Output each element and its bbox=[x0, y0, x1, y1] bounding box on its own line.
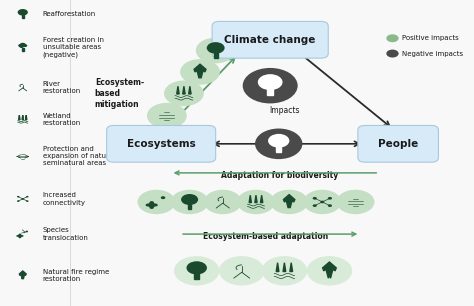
Polygon shape bbox=[26, 115, 27, 120]
Polygon shape bbox=[276, 263, 279, 271]
Circle shape bbox=[180, 59, 220, 85]
Text: Forest creation in
unsuitable areas
(negative): Forest creation in unsuitable areas (neg… bbox=[43, 37, 104, 58]
Circle shape bbox=[23, 44, 27, 47]
Circle shape bbox=[186, 261, 207, 274]
Circle shape bbox=[153, 203, 158, 207]
Circle shape bbox=[19, 45, 24, 48]
Circle shape bbox=[207, 42, 225, 54]
Polygon shape bbox=[177, 86, 179, 94]
Polygon shape bbox=[194, 64, 206, 78]
Circle shape bbox=[196, 38, 236, 63]
Circle shape bbox=[174, 256, 219, 285]
Circle shape bbox=[18, 9, 28, 16]
Polygon shape bbox=[249, 195, 251, 203]
Circle shape bbox=[26, 196, 28, 197]
Text: Increased
connectivity: Increased connectivity bbox=[43, 192, 86, 206]
Text: Reafforestation: Reafforestation bbox=[43, 11, 96, 17]
Circle shape bbox=[320, 201, 324, 203]
Circle shape bbox=[181, 194, 198, 205]
Text: Adaptation for biodiversity: Adaptation for biodiversity bbox=[221, 170, 338, 180]
Polygon shape bbox=[323, 262, 336, 278]
Circle shape bbox=[18, 237, 21, 238]
Polygon shape bbox=[267, 88, 273, 95]
Circle shape bbox=[337, 190, 374, 214]
Polygon shape bbox=[290, 263, 292, 271]
Circle shape bbox=[161, 196, 165, 199]
Text: Protection and
expansion of natural/
seminatural areas: Protection and expansion of natural/ sem… bbox=[43, 146, 117, 166]
Text: People: People bbox=[378, 139, 418, 149]
Text: Wetland
restoration: Wetland restoration bbox=[43, 113, 81, 126]
Circle shape bbox=[26, 231, 28, 232]
Polygon shape bbox=[182, 86, 185, 94]
Polygon shape bbox=[283, 195, 295, 208]
Circle shape bbox=[19, 43, 26, 47]
Circle shape bbox=[307, 256, 352, 285]
Text: Ecosystem-
based
mitigation: Ecosystem- based mitigation bbox=[95, 78, 144, 109]
Circle shape bbox=[148, 203, 155, 207]
Text: Natural fire regime
restoration: Natural fire regime restoration bbox=[43, 269, 109, 282]
Circle shape bbox=[171, 190, 209, 214]
Text: Positive impacts: Positive impacts bbox=[402, 35, 459, 41]
Circle shape bbox=[21, 198, 24, 200]
Polygon shape bbox=[194, 273, 199, 279]
Text: Impacts: Impacts bbox=[269, 106, 300, 115]
Circle shape bbox=[146, 203, 150, 207]
Text: Species
translocation: Species translocation bbox=[43, 227, 89, 241]
Circle shape bbox=[268, 134, 289, 147]
Circle shape bbox=[262, 256, 307, 285]
Circle shape bbox=[137, 190, 175, 214]
Circle shape bbox=[164, 80, 204, 106]
Circle shape bbox=[313, 204, 317, 207]
Circle shape bbox=[243, 68, 298, 103]
Polygon shape bbox=[19, 271, 26, 279]
Circle shape bbox=[386, 34, 399, 42]
FancyBboxPatch shape bbox=[212, 21, 328, 58]
Polygon shape bbox=[18, 115, 20, 120]
Circle shape bbox=[237, 190, 275, 214]
Polygon shape bbox=[283, 263, 286, 271]
Text: Ecosystems: Ecosystems bbox=[127, 139, 196, 149]
Circle shape bbox=[16, 235, 19, 237]
Polygon shape bbox=[255, 195, 257, 203]
Circle shape bbox=[149, 206, 154, 209]
Circle shape bbox=[258, 74, 283, 90]
Circle shape bbox=[18, 233, 21, 235]
Polygon shape bbox=[22, 48, 24, 51]
Circle shape bbox=[147, 103, 187, 129]
Circle shape bbox=[313, 197, 317, 200]
Circle shape bbox=[219, 256, 264, 285]
Circle shape bbox=[17, 196, 19, 197]
Circle shape bbox=[21, 235, 24, 237]
Polygon shape bbox=[276, 146, 281, 152]
Polygon shape bbox=[261, 195, 263, 203]
FancyBboxPatch shape bbox=[358, 125, 438, 162]
Polygon shape bbox=[189, 86, 191, 94]
Circle shape bbox=[18, 44, 23, 47]
Circle shape bbox=[255, 129, 302, 159]
Polygon shape bbox=[22, 115, 23, 120]
Circle shape bbox=[303, 190, 341, 214]
Text: River
restoration: River restoration bbox=[43, 80, 81, 94]
Polygon shape bbox=[188, 204, 191, 209]
Circle shape bbox=[26, 200, 28, 202]
Circle shape bbox=[149, 201, 154, 204]
Circle shape bbox=[270, 190, 308, 214]
Circle shape bbox=[328, 204, 332, 207]
Circle shape bbox=[17, 200, 19, 202]
Circle shape bbox=[386, 50, 399, 58]
Text: Climate change: Climate change bbox=[225, 35, 316, 45]
Circle shape bbox=[18, 234, 22, 237]
Circle shape bbox=[328, 197, 332, 200]
Polygon shape bbox=[22, 15, 24, 18]
Polygon shape bbox=[214, 52, 218, 58]
Circle shape bbox=[204, 190, 242, 214]
Text: Negative impacts: Negative impacts bbox=[402, 50, 463, 57]
FancyBboxPatch shape bbox=[107, 125, 216, 162]
Text: Ecosystem-based adaptation: Ecosystem-based adaptation bbox=[203, 232, 328, 241]
